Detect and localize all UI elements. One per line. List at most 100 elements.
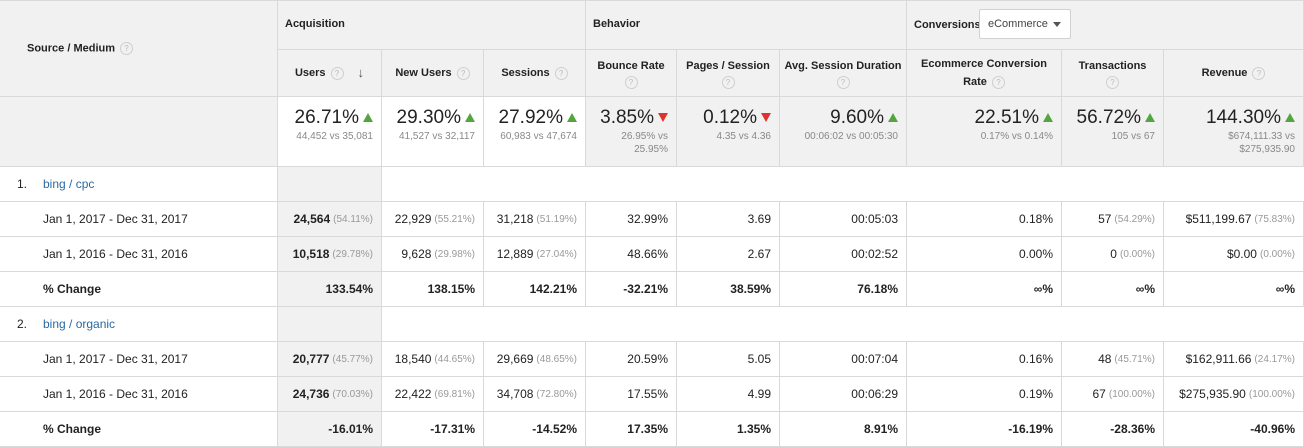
percent-change-label: % Change <box>0 272 278 307</box>
table-cell-ecom: 0.19% <box>907 377 1062 412</box>
table-cell-sessions: 29,669 (48.65%) <box>484 342 586 377</box>
col-pages-session[interactable]: Pages / Session? <box>677 50 780 97</box>
source-link-bing-cpc[interactable]: bing / cpc <box>43 177 95 191</box>
col-revenue[interactable]: Revenue? <box>1164 50 1304 97</box>
change-cell-transactions: ∞% <box>1062 272 1164 307</box>
table-cell-pages: 4.99 <box>677 377 780 412</box>
table-cell-revenue: $162,911.66 (24.17%) <box>1164 342 1304 377</box>
table-cell-transactions: 48 (45.71%) <box>1062 342 1164 377</box>
change-cell-sessions: 142.21% <box>484 272 586 307</box>
table-cell-ecom: 0.16% <box>907 342 1062 377</box>
sort-down-arrow-icon[interactable]: ↓ <box>357 65 365 80</box>
col-users[interactable]: Users? ↓ <box>278 50 382 97</box>
down-arrow-icon <box>658 113 668 122</box>
table-cell-duration: 00:07:04 <box>780 342 907 377</box>
conversions-label: Conversions <box>914 19 981 31</box>
date-range-label: Jan 1, 2016 - Dec 31, 2016 <box>0 237 278 272</box>
summary-revenue: 144.30% $674,111.33 vs $275,935.90 <box>1164 97 1304 167</box>
table-cell-users: 24,736 (70.03%) <box>278 377 382 412</box>
group-row-spacer <box>278 167 382 202</box>
table-cell-revenue: $275,935.90 (100.00%) <box>1164 377 1304 412</box>
change-cell-ecom: -16.19% <box>907 412 1062 447</box>
change-cell-pages: 1.35% <box>677 412 780 447</box>
table-cell-revenue: $0.00 (0.00%) <box>1164 237 1304 272</box>
change-cell-revenue: ∞% <box>1164 272 1304 307</box>
change-cell-pages: 38.59% <box>677 272 780 307</box>
table-cell-bounce: 20.59% <box>586 342 677 377</box>
col-sessions[interactable]: Sessions? <box>484 50 586 97</box>
table-cell-pages: 3.69 <box>677 202 780 237</box>
table-cell-duration: 00:06:29 <box>780 377 907 412</box>
source-medium-header[interactable]: Source / Medium? <box>0 0 278 97</box>
up-arrow-icon <box>465 113 475 122</box>
change-cell-transactions: -28.36% <box>1062 412 1164 447</box>
change-cell-duration: 76.18% <box>780 272 907 307</box>
row-number: 1. <box>17 177 28 191</box>
table-cell-users: 24,564 (54.11%) <box>278 202 382 237</box>
change-cell-users: -16.01% <box>278 412 382 447</box>
group-row-bing-cpc: 1. bing / cpc <box>0 167 278 202</box>
table-cell-transactions: 0 (0.00%) <box>1062 237 1164 272</box>
up-arrow-icon <box>1043 113 1053 122</box>
up-arrow-icon <box>888 113 898 122</box>
table-cell-ecom: 0.00% <box>907 237 1062 272</box>
summary-bounce-rate: 3.85% 26.95% vs 25.95% <box>586 97 677 167</box>
help-icon[interactable]: ? <box>120 42 134 55</box>
help-icon[interactable]: ? <box>624 76 638 89</box>
table-cell-users: 10,518 (29.78%) <box>278 237 382 272</box>
table-cell-duration: 00:05:03 <box>780 202 907 237</box>
change-cell-new-users: -17.31% <box>382 412 484 447</box>
group-row-spacer <box>278 307 382 342</box>
table-cell-pages: 2.67 <box>677 237 780 272</box>
help-icon[interactable]: ? <box>836 76 850 89</box>
row-number: 2. <box>17 317 28 331</box>
change-cell-bounce: 17.35% <box>586 412 677 447</box>
table-cell-revenue: $511,199.67 (75.83%) <box>1164 202 1304 237</box>
col-transactions[interactable]: Transactions? <box>1062 50 1164 97</box>
source-link-bing-organic[interactable]: bing / organic <box>43 317 116 331</box>
summary-label-cell <box>0 97 278 167</box>
col-ecommerce-conversion-rate[interactable]: Ecommerce Conversion Rate? <box>907 50 1062 97</box>
col-new-users[interactable]: New Users? <box>382 50 484 97</box>
up-arrow-icon <box>1145 113 1155 122</box>
conversions-dropdown-value: eCommerce <box>988 18 1048 30</box>
table-cell-sessions: 12,889 (27.04%) <box>484 237 586 272</box>
date-range-label: Jan 1, 2017 - Dec 31, 2017 <box>0 342 278 377</box>
behavior-group-header: Behavior <box>586 0 907 50</box>
table-cell-bounce: 32.99% <box>586 202 677 237</box>
help-icon[interactable]: ? <box>456 66 470 80</box>
help-icon[interactable]: ? <box>1106 76 1119 89</box>
table-cell-new-users: 18,540 (44.65%) <box>382 342 484 377</box>
table-cell-users: 20,777 (45.77%) <box>278 342 382 377</box>
source-medium-label: Source / Medium? <box>27 42 134 55</box>
help-icon[interactable]: ? <box>721 76 735 89</box>
table-cell-sessions: 34,708 (72.80%) <box>484 377 586 412</box>
up-arrow-icon <box>1285 113 1295 122</box>
conversions-group-header: Conversions <box>907 0 1304 50</box>
percent-change-label: % Change <box>0 412 278 447</box>
group-row-spacer <box>382 167 1304 202</box>
table-cell-sessions: 31,218 (51.19%) <box>484 202 586 237</box>
summary-transactions: 56.72% 105 vs 67 <box>1062 97 1164 167</box>
table-cell-new-users: 22,929 (55.21%) <box>382 202 484 237</box>
change-cell-revenue: -40.96% <box>1164 412 1304 447</box>
date-range-label: Jan 1, 2016 - Dec 31, 2016 <box>0 377 278 412</box>
table-cell-bounce: 48.66% <box>586 237 677 272</box>
summary-sessions: 27.92% 60,983 vs 47,674 <box>484 97 586 167</box>
table-cell-transactions: 57 (54.29%) <box>1062 202 1164 237</box>
col-bounce-rate[interactable]: Bounce Rate? <box>586 50 677 97</box>
acquisition-group-header: Acquisition <box>278 0 586 50</box>
col-avg-session-duration[interactable]: Avg. Session Duration? <box>780 50 907 97</box>
up-arrow-icon <box>363 113 373 122</box>
help-icon[interactable]: ? <box>330 66 344 80</box>
summary-avg-duration: 9.60% 00:06:02 vs 00:05:30 <box>780 97 907 167</box>
help-icon[interactable]: ? <box>991 75 1005 89</box>
table-cell-ecom: 0.18% <box>907 202 1062 237</box>
help-icon[interactable]: ? <box>554 66 568 80</box>
change-cell-bounce: -32.21% <box>586 272 677 307</box>
chevron-down-icon <box>1053 22 1061 27</box>
conversions-dropdown[interactable]: eCommerce <box>979 9 1071 39</box>
help-icon[interactable]: ? <box>1252 66 1266 80</box>
summary-users: 26.71% 44,452 vs 35,081 <box>278 97 382 167</box>
